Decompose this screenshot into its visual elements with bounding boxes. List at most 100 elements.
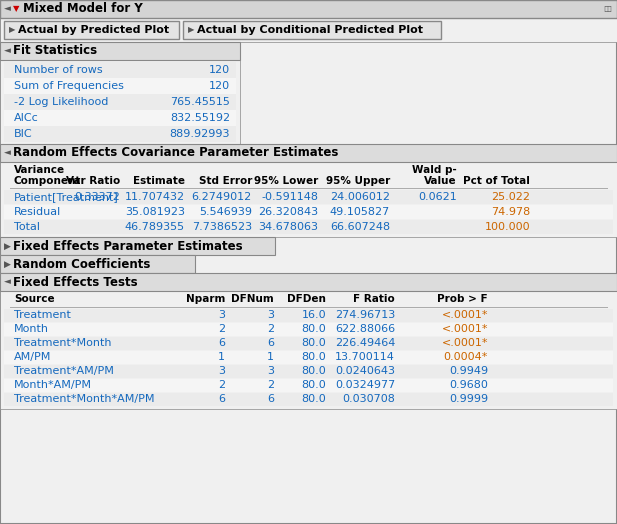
Bar xyxy=(0,60,240,144)
Bar xyxy=(4,337,613,350)
Text: Wald p-: Wald p- xyxy=(412,165,457,175)
Text: Nparm: Nparm xyxy=(186,294,225,304)
Text: 5.546939: 5.546939 xyxy=(199,207,252,217)
Text: 0.9680: 0.9680 xyxy=(449,380,488,390)
Text: 765.45515: 765.45515 xyxy=(170,97,230,107)
Text: 74.978: 74.978 xyxy=(491,207,530,217)
Text: Total: Total xyxy=(14,222,40,232)
Text: 0.0621: 0.0621 xyxy=(418,192,457,202)
Bar xyxy=(4,205,613,219)
Text: Month: Month xyxy=(14,324,49,334)
Bar xyxy=(0,144,617,162)
Text: 120: 120 xyxy=(209,65,230,75)
Text: 0.0324977: 0.0324977 xyxy=(335,380,395,390)
Text: 80.0: 80.0 xyxy=(301,352,326,362)
Text: AM/PM: AM/PM xyxy=(14,352,51,362)
Text: Value: Value xyxy=(424,176,457,186)
Text: 66.607248: 66.607248 xyxy=(330,222,390,232)
Bar xyxy=(0,273,617,291)
Bar xyxy=(4,62,236,78)
Text: Residual: Residual xyxy=(14,207,61,217)
Text: 11.707432: 11.707432 xyxy=(125,192,185,202)
Bar xyxy=(4,220,613,234)
Text: 35.081923: 35.081923 xyxy=(125,207,185,217)
Text: Mixed Model for Y: Mixed Model for Y xyxy=(23,3,143,16)
Text: F Ratio: F Ratio xyxy=(354,294,395,304)
Text: 24.006012: 24.006012 xyxy=(330,192,390,202)
Text: ▼: ▼ xyxy=(13,5,20,14)
Text: 6: 6 xyxy=(267,394,274,404)
Bar xyxy=(600,3,614,15)
Text: 6: 6 xyxy=(218,338,225,348)
Text: Treatment*Month*AM/PM: Treatment*Month*AM/PM xyxy=(14,394,154,404)
Text: DFNum: DFNum xyxy=(231,294,274,304)
Bar xyxy=(0,162,617,237)
Text: 13.700114: 13.700114 xyxy=(335,352,395,362)
Text: Treatment*AM/PM: Treatment*AM/PM xyxy=(14,366,114,376)
Text: ◄: ◄ xyxy=(4,47,11,56)
Text: 6: 6 xyxy=(218,394,225,404)
Text: 26.320843: 26.320843 xyxy=(258,207,318,217)
Text: 120: 120 xyxy=(209,81,230,91)
Text: 3: 3 xyxy=(267,366,274,376)
Text: Random Effects Covariance Parameter Estimates: Random Effects Covariance Parameter Esti… xyxy=(13,147,338,159)
Text: 7.7386523: 7.7386523 xyxy=(192,222,252,232)
Text: DFDen: DFDen xyxy=(287,294,326,304)
Text: <.0001*: <.0001* xyxy=(442,338,488,348)
Text: 95% Upper: 95% Upper xyxy=(326,176,390,186)
Text: ◄: ◄ xyxy=(4,5,11,14)
Text: 3: 3 xyxy=(218,310,225,320)
Bar xyxy=(4,190,613,204)
Bar xyxy=(4,21,179,39)
Text: Fixed Effects Tests: Fixed Effects Tests xyxy=(13,276,138,289)
Text: Estimate: Estimate xyxy=(133,176,185,186)
Text: Sum of Frequencies: Sum of Frequencies xyxy=(14,81,124,91)
Text: Month*AM/PM: Month*AM/PM xyxy=(14,380,92,390)
Text: 2: 2 xyxy=(267,380,274,390)
Text: Component: Component xyxy=(14,176,81,186)
Bar xyxy=(4,323,613,336)
Text: 80.0: 80.0 xyxy=(301,338,326,348)
Text: 1: 1 xyxy=(267,352,274,362)
Text: 100.000: 100.000 xyxy=(484,222,530,232)
Text: Random Coefficients: Random Coefficients xyxy=(13,257,151,270)
Bar xyxy=(4,393,613,406)
Text: Treatment*Month: Treatment*Month xyxy=(14,338,112,348)
Bar xyxy=(0,291,617,409)
Text: ◫: ◫ xyxy=(603,5,611,14)
Text: 226.49464: 226.49464 xyxy=(334,338,395,348)
Bar xyxy=(4,379,613,392)
Text: 80.0: 80.0 xyxy=(301,394,326,404)
Text: 34.678063: 34.678063 xyxy=(258,222,318,232)
Bar xyxy=(4,351,613,364)
Text: ▶: ▶ xyxy=(9,26,15,35)
Text: ▶: ▶ xyxy=(4,242,11,250)
Bar xyxy=(4,126,236,142)
Text: 25.022: 25.022 xyxy=(491,192,530,202)
Text: 16.0: 16.0 xyxy=(301,310,326,320)
Text: ◄: ◄ xyxy=(4,278,11,287)
Bar xyxy=(0,42,240,60)
Text: Fixed Effects Parameter Estimates: Fixed Effects Parameter Estimates xyxy=(13,239,242,253)
Text: 95% Lower: 95% Lower xyxy=(254,176,318,186)
Text: 832.55192: 832.55192 xyxy=(170,113,230,123)
Text: 3: 3 xyxy=(267,310,274,320)
Text: 2: 2 xyxy=(218,324,225,334)
Text: ▶: ▶ xyxy=(4,259,11,268)
Text: BIC: BIC xyxy=(14,129,33,139)
Text: 0.0004*: 0.0004* xyxy=(444,352,488,362)
Bar xyxy=(4,94,236,110)
Text: 0.9949: 0.9949 xyxy=(449,366,488,376)
Text: Std Error: Std Error xyxy=(199,176,252,186)
Text: 3: 3 xyxy=(218,366,225,376)
Bar xyxy=(4,309,613,322)
Bar xyxy=(0,255,195,273)
Text: Prob > F: Prob > F xyxy=(437,294,488,304)
Text: 6.2749012: 6.2749012 xyxy=(192,192,252,202)
Bar xyxy=(4,110,236,126)
Text: 49.105827: 49.105827 xyxy=(329,207,390,217)
Bar xyxy=(4,78,236,94)
Text: <.0001*: <.0001* xyxy=(442,324,488,334)
Text: 622.88066: 622.88066 xyxy=(335,324,395,334)
Text: 0.030708: 0.030708 xyxy=(342,394,395,404)
